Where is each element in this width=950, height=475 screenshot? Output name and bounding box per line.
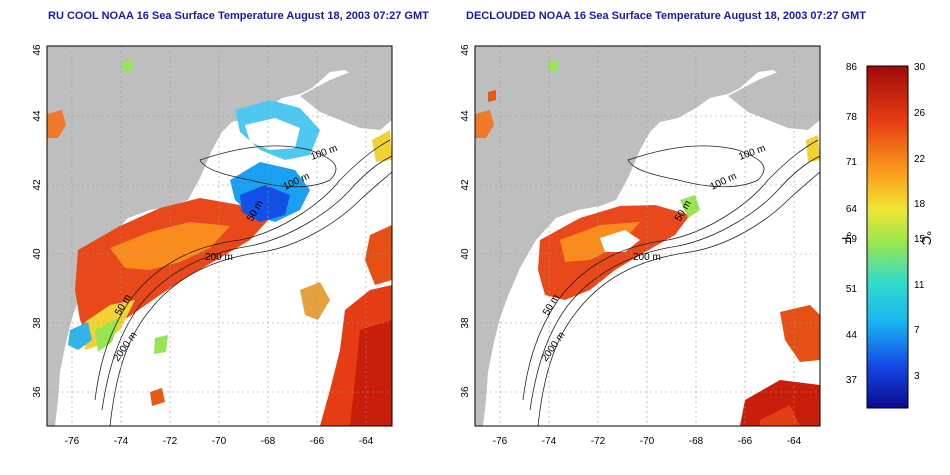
x-tick-label: -76 <box>65 436 80 447</box>
f-tick-label: 44 <box>846 330 858 341</box>
x-tick-label: -74 <box>542 436 557 447</box>
y-tick-label: 42 <box>32 179 43 191</box>
y-tick-label: 46 <box>460 44 471 56</box>
x-tick-label: -64 <box>787 436 802 447</box>
c-tick-label: 3 <box>914 371 920 382</box>
sst-overlay <box>475 60 820 426</box>
right-y-axis: 46 44 42 40 38 36 <box>460 44 471 398</box>
right-panel-title: DECLOUDED NOAA 16 Sea Surface Temperatur… <box>466 10 866 22</box>
y-tick-label: 40 <box>460 248 471 260</box>
bathymetry-contours <box>94 139 392 426</box>
land-mass <box>475 46 820 426</box>
bathymetry-contours <box>522 139 820 426</box>
x-tick-label: -70 <box>212 436 227 447</box>
y-tick-label: 44 <box>32 110 43 122</box>
colorbar-celsius-ticks: 30 26 22 18 15 11 7 3 <box>914 62 926 382</box>
left-frame <box>46 45 393 427</box>
c-tick-label: 30 <box>914 62 926 73</box>
x-tick-label: -74 <box>114 436 129 447</box>
f-tick-label: 37 <box>846 375 858 386</box>
contour-label: 200 m <box>633 252 661 263</box>
left-map-panel: 100 m 100 m 50 m 200 m 50 m 2000 m -76 -… <box>32 44 393 447</box>
y-tick-label: 46 <box>32 44 43 56</box>
contour-label: 200 m <box>205 252 233 263</box>
x-tick-label: -64 <box>359 436 374 447</box>
left-gridlines <box>47 46 392 426</box>
x-tick-label: -72 <box>591 436 606 447</box>
right-map-panel: 100 m 100 m 50 m 200 m 50 m 2000 m -76 -… <box>460 44 821 447</box>
c-tick-label: 18 <box>914 199 926 210</box>
left-x-axis: -76 -74 -72 -70 -68 -66 -64 <box>65 436 374 447</box>
y-tick-label: 44 <box>460 110 471 122</box>
y-tick-label: 40 <box>32 248 43 260</box>
y-tick-label: 42 <box>460 179 471 191</box>
f-tick-label: 64 <box>846 204 858 215</box>
f-tick-label: 86 <box>846 62 858 73</box>
f-tick-label: 51 <box>846 284 858 295</box>
y-tick-label: 36 <box>32 386 43 398</box>
left-panel-title: RU COOL NOAA 16 Sea Surface Temperature … <box>48 10 429 22</box>
fahrenheit-unit-label: °F <box>839 231 854 244</box>
y-tick-label: 38 <box>460 317 471 329</box>
colorbar-gradient <box>866 65 909 409</box>
y-tick-label: 38 <box>32 317 43 329</box>
x-tick-label: -68 <box>261 436 276 447</box>
nova-scotia-land <box>300 72 392 130</box>
x-tick-label: -68 <box>689 436 704 447</box>
nova-scotia-land <box>728 72 820 130</box>
f-tick-label: 78 <box>846 112 858 123</box>
x-tick-label: -66 <box>738 436 753 447</box>
celsius-unit-label: °C <box>919 231 934 246</box>
colorbar-fahrenheit-ticks: 86 78 71 64 59 51 44 37 <box>846 62 858 386</box>
right-x-axis: -76 -74 -72 -70 -68 -66 -64 <box>493 436 802 447</box>
c-tick-label: 15 <box>914 234 926 245</box>
x-tick-label: -76 <box>493 436 508 447</box>
f-tick-label: 71 <box>846 157 858 168</box>
c-tick-label: 11 <box>914 280 925 291</box>
f-tick-label: 59 <box>846 234 858 245</box>
colorbar: 86 78 71 64 59 51 44 37 30 26 22 18 15 1… <box>839 62 934 409</box>
left-y-axis: 46 44 42 40 38 36 <box>32 44 43 398</box>
x-tick-label: -70 <box>640 436 655 447</box>
y-tick-label: 36 <box>460 386 471 398</box>
c-tick-label: 7 <box>914 325 920 336</box>
x-tick-label: -66 <box>310 436 325 447</box>
c-tick-label: 22 <box>914 154 926 165</box>
right-gridlines <box>475 46 820 426</box>
right-frame <box>474 45 821 427</box>
c-tick-label: 26 <box>914 108 926 119</box>
x-tick-label: -72 <box>163 436 178 447</box>
land-mass <box>47 46 392 426</box>
sst-overlay <box>47 60 392 426</box>
